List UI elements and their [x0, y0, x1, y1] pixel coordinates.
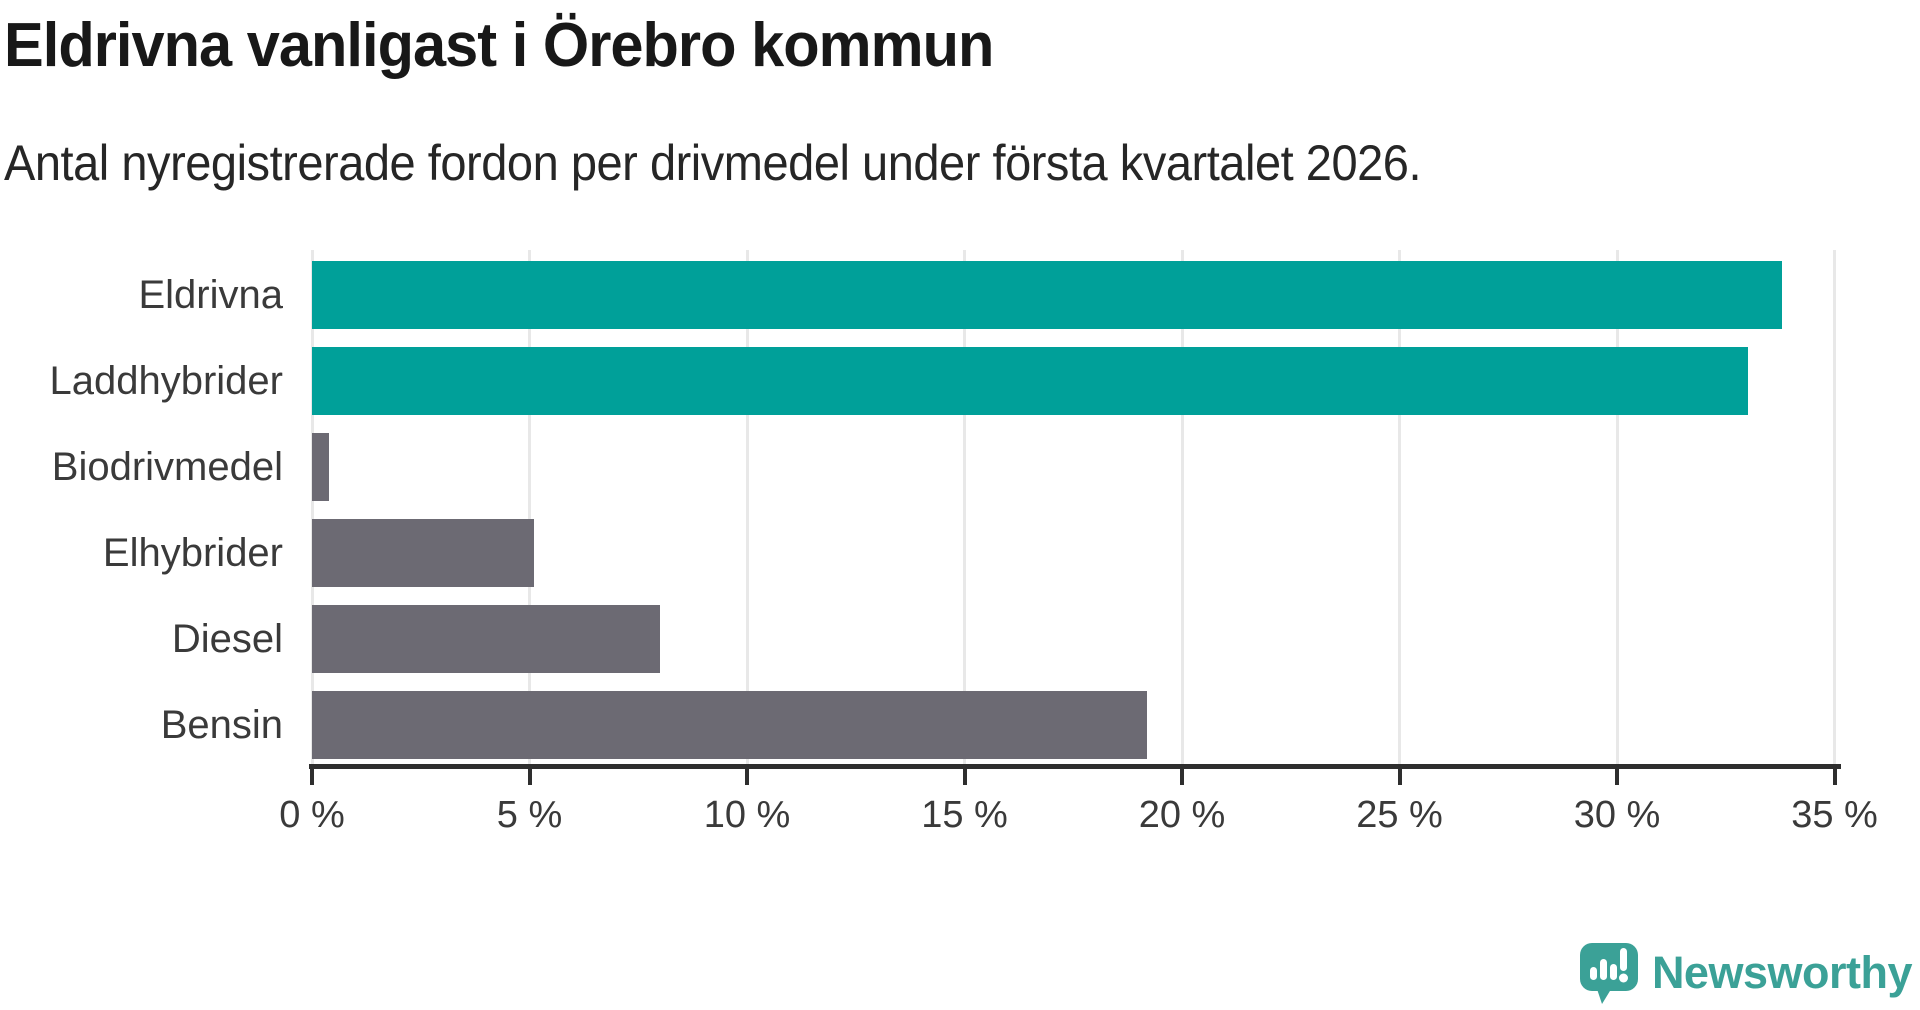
x-axis-tick-30 [1615, 764, 1619, 785]
bar-label-bensin: Bensin [160, 702, 283, 747]
bar-label-diesel: Diesel [171, 616, 283, 661]
x-axis-tick-25 [1397, 764, 1402, 785]
bar-label-biodrivmedel: Biodrivmedel [51, 444, 283, 489]
x-axis-tick-label-10: 10 % [703, 794, 791, 836]
x-axis-tick-35 [1832, 764, 1837, 785]
gridline-35 [1833, 250, 1836, 764]
x-axis-tick-20 [1180, 764, 1184, 785]
x-axis-tick-15 [962, 764, 967, 785]
bar-laddhybrider [312, 347, 1748, 415]
bar-biodrivmedel [312, 433, 330, 501]
bar-label-eldrivna: Eldrivna [138, 272, 283, 317]
x-axis-tick-label-0: 0 % [279, 794, 345, 836]
bar-label-laddhybrider: Laddhybrider [49, 358, 284, 403]
chart-subtitle: Antal nyregistrerade fordon per drivmede… [4, 135, 1422, 191]
x-axis-tick-label-15: 15 % [921, 794, 1008, 836]
gridline-15 [963, 250, 966, 764]
x-axis-tick-10 [745, 764, 749, 785]
x-axis-tick-5 [527, 764, 532, 785]
x-axis-tick-label-35: 35 % [1791, 794, 1878, 836]
x-axis-tick-0 [310, 764, 314, 785]
gridline-20 [1180, 250, 1184, 764]
newsworthy-speech-bubble-bar-chart-icon [1579, 943, 1638, 1004]
newsworthy-logo-text: Newsworthy [1651, 947, 1913, 998]
newsworthy-logo: Newsworthy [1579, 942, 1913, 1004]
x-axis-tick-label-25: 25 % [1356, 794, 1443, 836]
bar-diesel [312, 605, 660, 673]
gridline-10 [745, 250, 749, 764]
bar-eldrivna [312, 261, 1783, 329]
bar-elhybrider [312, 519, 534, 587]
gridline-5 [528, 250, 531, 764]
chart-title: Eldrivna vanligast i Örebro kommun [4, 11, 994, 80]
bar-label-elhybrider: Elhybrider [102, 530, 283, 575]
gridline-30 [1615, 250, 1619, 764]
bar-bensin [312, 691, 1148, 759]
x-axis-tick-label-30: 30 % [1573, 794, 1661, 836]
x-axis-tick-label-5: 5 % [496, 794, 563, 836]
x-axis-line [309, 764, 1841, 769]
x-axis-tick-label-20: 20 % [1138, 794, 1226, 836]
gridline-25 [1398, 250, 1401, 764]
gridline-0 [310, 250, 314, 764]
